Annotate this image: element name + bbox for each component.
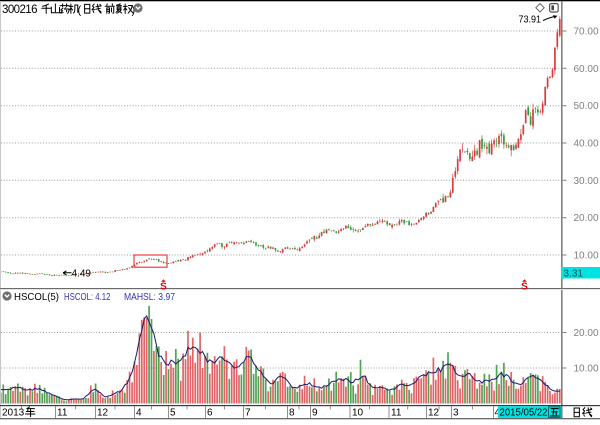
svg-text:20.00: 20.00 [574,328,599,339]
svg-text:11: 11 [391,408,402,419]
svg-text:S: S [160,282,167,293]
svg-text:8: 8 [289,408,295,419]
svg-text:7: 7 [245,408,251,419]
svg-text:3.31: 3.31 [564,269,584,280]
svg-text:(: ( [78,5,82,17]
svg-text:S: S [521,282,528,293]
svg-text:MAHSL: 3.97: MAHSL: 3.97 [124,291,175,303]
svg-text:60.00: 60.00 [574,64,599,75]
svg-text:HSCOL(5): HSCOL(5) [14,291,59,303]
svg-text:10.00: 10.00 [574,251,599,262]
svg-text:4: 4 [136,408,142,419]
svg-text:30.00: 30.00 [574,176,599,187]
svg-text:4: 4 [495,408,501,419]
svg-text:3: 3 [453,408,459,419]
svg-text:9: 9 [312,408,318,419]
svg-text:300216: 300216 [2,4,38,16]
svg-text:10: 10 [352,408,364,419]
svg-text:4.49: 4.49 [72,269,92,280]
svg-text:5: 5 [170,408,176,419]
svg-text:12: 12 [428,408,440,419]
svg-text:2015/05/22: 2015/05/22 [500,408,548,419]
svg-text:11: 11 [57,408,68,419]
svg-text:6: 6 [207,408,213,419]
svg-text:2013: 2013 [2,408,25,419]
svg-text:73.91: 73.91 [519,15,542,26]
svg-text:20.00: 20.00 [574,213,599,224]
svg-text:): ) [132,5,136,17]
svg-text:12: 12 [97,408,109,419]
svg-text:50.00: 50.00 [574,101,599,112]
svg-text:HSCOL: 4.12: HSCOL: 4.12 [64,291,111,303]
svg-text:70.00: 70.00 [574,27,599,38]
svg-text:10.00: 10.00 [574,364,599,375]
svg-text:40.00: 40.00 [574,139,599,150]
